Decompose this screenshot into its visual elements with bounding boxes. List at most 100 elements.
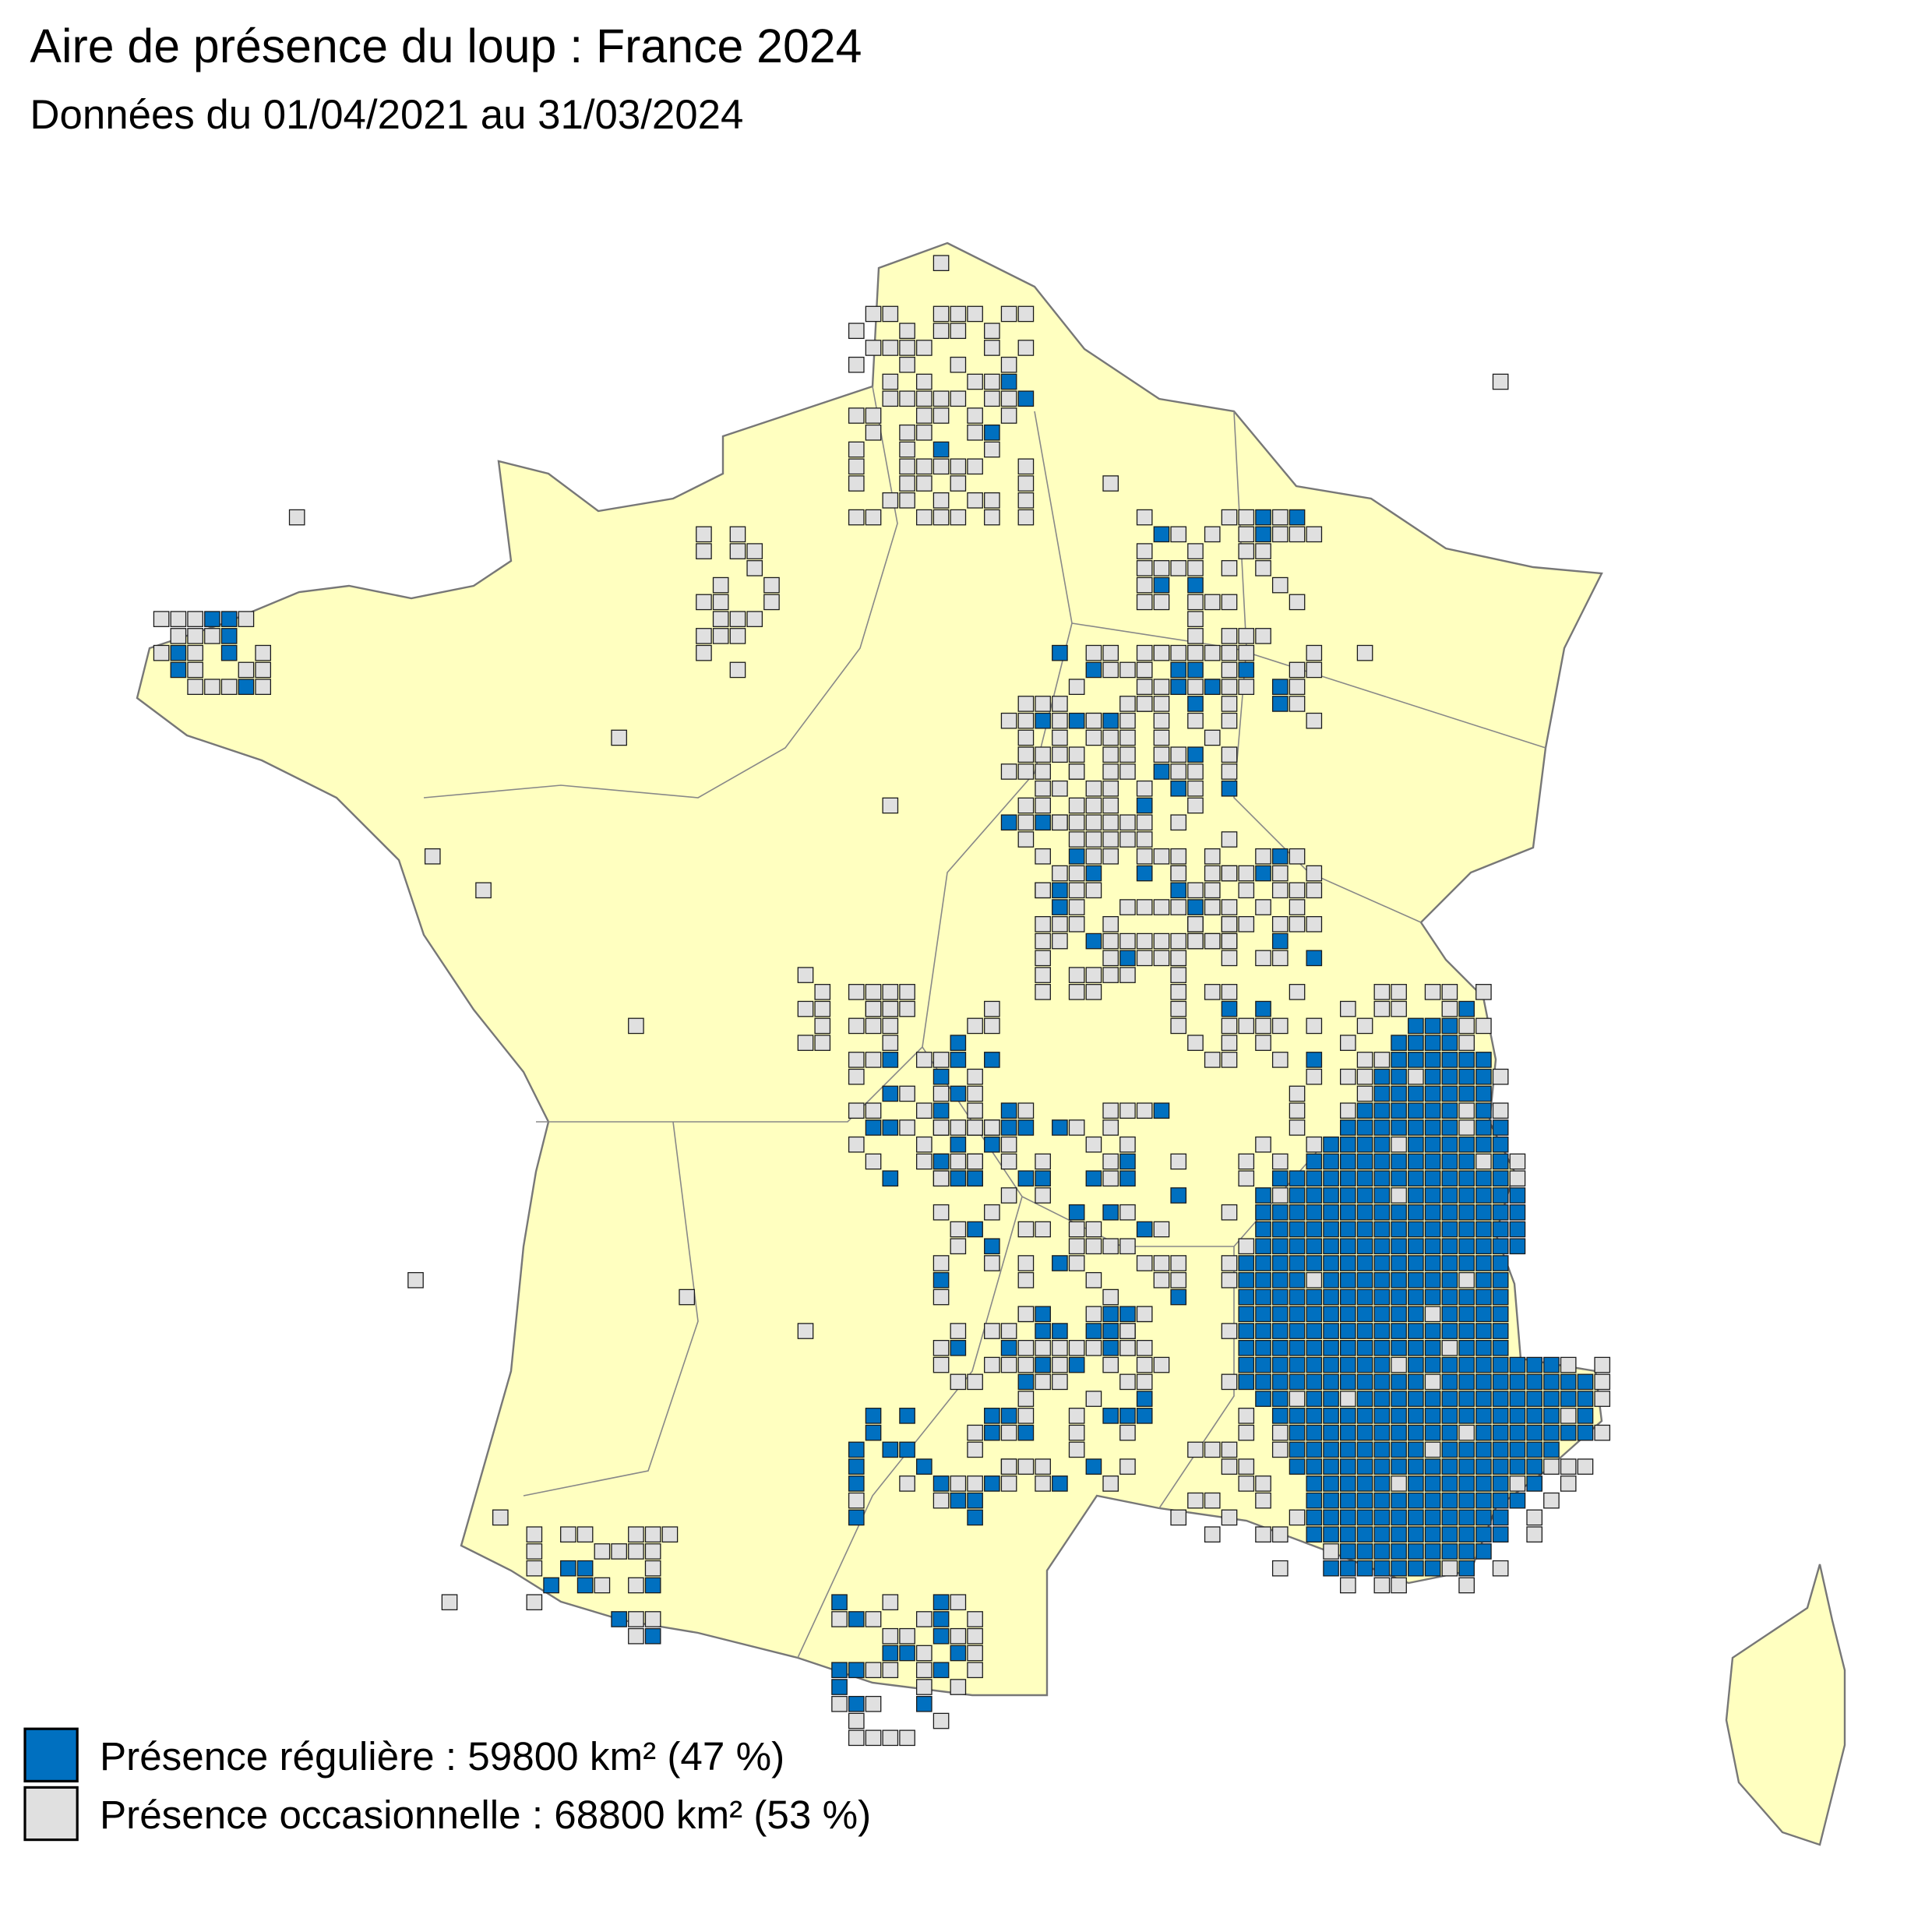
presence-cell xyxy=(1441,1323,1458,1339)
presence-cell xyxy=(984,340,1000,356)
presence-cell xyxy=(1391,1560,1407,1577)
presence-cell xyxy=(1035,712,1051,729)
presence-cell xyxy=(1017,1408,1035,1424)
presence-cell xyxy=(1492,1424,1509,1441)
presence-cell xyxy=(1289,1391,1306,1407)
presence-cell xyxy=(1136,814,1153,831)
presence-cell xyxy=(1373,1238,1391,1255)
presence-cell xyxy=(1170,950,1187,967)
presence-cell xyxy=(933,1712,950,1729)
presence-cell xyxy=(899,984,915,1000)
presence-cell xyxy=(1068,848,1085,865)
presence-cell xyxy=(984,1424,1000,1441)
presence-cell xyxy=(1441,1543,1458,1560)
presence-cell xyxy=(1255,1238,1271,1255)
presence-cell xyxy=(1238,1323,1255,1339)
presence-cell xyxy=(1017,340,1035,356)
presence-cell xyxy=(1153,933,1170,950)
presence-cell xyxy=(1391,1323,1407,1339)
presence-cell xyxy=(1187,560,1204,576)
presence-cell xyxy=(1424,1136,1441,1153)
presence-cell xyxy=(1340,1323,1356,1339)
presence-cell xyxy=(1458,1356,1475,1373)
presence-cell xyxy=(238,611,255,627)
presence-cell xyxy=(1356,1271,1373,1289)
presence-cell xyxy=(628,1611,644,1627)
presence-cell xyxy=(1441,1238,1458,1255)
presence-cell xyxy=(1475,1068,1492,1085)
presence-cell xyxy=(1356,1153,1373,1170)
presence-cell xyxy=(1136,865,1153,882)
presence-cell xyxy=(187,661,203,679)
presence-cell xyxy=(1119,933,1136,950)
presence-cell xyxy=(899,1119,915,1136)
presence-cell xyxy=(1441,1170,1458,1187)
presence-cell xyxy=(1424,984,1441,1000)
presence-cell xyxy=(1289,526,1306,543)
presence-cell xyxy=(1238,1170,1255,1187)
presence-cell xyxy=(1526,1441,1543,1458)
presence-cell xyxy=(1391,1271,1407,1289)
presence-cell xyxy=(1289,1102,1306,1119)
presence-cell xyxy=(1323,1221,1339,1238)
title: Aire de présence du loup : France 2024 xyxy=(30,19,862,72)
presence-cell xyxy=(916,1102,933,1119)
border xyxy=(797,1196,1023,1659)
presence-cell xyxy=(1017,797,1035,814)
presence-cell xyxy=(865,1611,882,1627)
presence-cell xyxy=(950,509,967,526)
presence-cell xyxy=(916,1645,933,1662)
presence-cell xyxy=(1543,1441,1560,1458)
presence-cell xyxy=(831,1679,848,1695)
presence-cell xyxy=(1119,1424,1136,1441)
presence-cell xyxy=(1560,1408,1577,1424)
presence-cell xyxy=(1340,1153,1356,1170)
presence-cell xyxy=(882,1170,899,1187)
presence-cell xyxy=(1408,1509,1424,1526)
presence-cell xyxy=(865,305,882,323)
presence-cell xyxy=(1035,1153,1051,1170)
presence-cell xyxy=(950,1627,967,1645)
presence-cell xyxy=(1306,1238,1323,1255)
presence-cell xyxy=(1492,1441,1509,1458)
presence-cell xyxy=(1424,1492,1441,1509)
presence-cell xyxy=(1408,1458,1424,1475)
presence-cell xyxy=(933,255,950,272)
presence-cell xyxy=(1441,1509,1458,1526)
presence-cell xyxy=(1373,1323,1391,1339)
presence-cell xyxy=(1356,1085,1373,1102)
presence-cell xyxy=(1221,1373,1238,1391)
presence-cell xyxy=(1035,967,1051,983)
presence-cell xyxy=(644,1627,661,1645)
presence-cell xyxy=(933,1594,950,1611)
presence-cell xyxy=(1000,1356,1017,1373)
presence-cell xyxy=(763,576,780,594)
presence-cell xyxy=(1271,696,1289,712)
presence-cell xyxy=(814,1035,831,1051)
presence-cell xyxy=(1408,1017,1424,1035)
presence-cell xyxy=(1475,984,1492,1000)
presence-cell xyxy=(1373,1187,1391,1204)
presence-cell xyxy=(1102,644,1119,661)
presence-cell xyxy=(1170,899,1187,915)
presence-cell xyxy=(1187,594,1204,611)
presence-cell xyxy=(950,356,967,373)
presence-cell xyxy=(1475,1085,1492,1102)
presence-cell xyxy=(1289,1204,1306,1221)
presence-cell xyxy=(1475,1102,1492,1119)
presence-cell xyxy=(1102,1340,1119,1356)
presence-cell xyxy=(899,492,915,509)
presence-cell xyxy=(1238,1255,1255,1271)
presence-cell xyxy=(1221,594,1238,611)
presence-cell xyxy=(1340,1136,1356,1153)
presence-cell xyxy=(1408,1340,1424,1356)
presence-cell xyxy=(1526,1526,1543,1543)
presence-cell xyxy=(1441,1153,1458,1170)
presence-cell xyxy=(933,1052,950,1068)
presence-cell xyxy=(1271,1255,1289,1271)
presence-cell xyxy=(1204,1492,1221,1509)
presence-cell xyxy=(1035,763,1051,780)
presence-cell xyxy=(1424,1408,1441,1424)
presence-cell xyxy=(1119,1408,1136,1424)
presence-cell xyxy=(1271,576,1289,594)
